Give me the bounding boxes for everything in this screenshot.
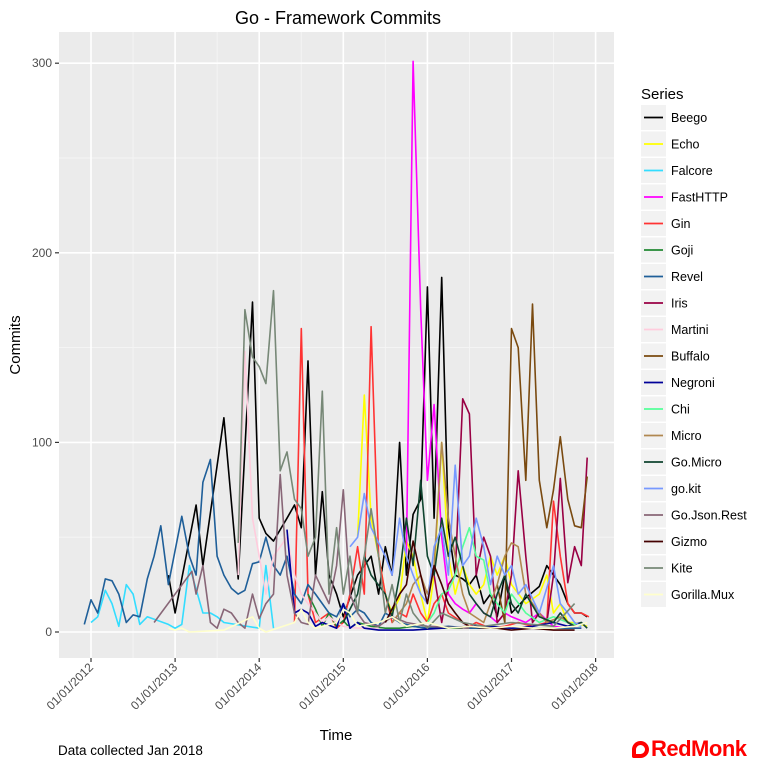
data-caption: Data collected Jan 2018 (58, 743, 203, 758)
legend-item: Buffalo (641, 343, 710, 369)
legend-label: Go.Micro (671, 456, 722, 470)
legend-label: Echo (671, 138, 700, 152)
legend-item: Chi (641, 396, 690, 422)
legend-item: Gin (641, 211, 691, 236)
legend-label: Gin (671, 217, 691, 231)
legend-label: Micro (671, 429, 702, 443)
legend-label: Negroni (671, 376, 715, 390)
legend-item: go.kit (641, 476, 701, 501)
chart-title: Go - Framework Commits (235, 8, 441, 28)
legend-label: Chi (671, 403, 690, 417)
series-line-martini (237, 350, 379, 630)
legend-item: Iris (641, 290, 688, 316)
series-line-falcore (90, 564, 275, 630)
x-tick-label: 01/01/2016 (380, 660, 433, 713)
y-tick-label: 300 (32, 56, 52, 70)
x-tick-label: 01/01/2012 (44, 660, 97, 713)
series-line-revel (83, 458, 582, 630)
legend-item: Goji (641, 237, 693, 263)
x-axis: 01/01/2012 01/01/2013 01/01/2014 01/01/2015… (44, 658, 601, 713)
legend-item: Go.Json.Rest (641, 502, 747, 528)
legend-label: Gorilla.Mux (671, 588, 735, 602)
series-line-iris (433, 397, 588, 624)
x-tick-label: 01/01/2018 (548, 660, 601, 713)
redmonk-logo-icon (632, 740, 649, 758)
legend-item: Beego (641, 105, 707, 130)
legend-label: Goji (671, 244, 693, 258)
series-line-go-kit (349, 464, 582, 627)
series-line-chi (426, 526, 582, 628)
y-tick-label: 0 (45, 625, 52, 639)
series-line-gorilla-mux (168, 608, 588, 633)
redmonk-logo-text: RedMonk (651, 736, 747, 761)
series-line-gizmo (384, 540, 575, 631)
legend-label: Falcore (671, 164, 713, 178)
redmonk-logo: RedMonk (632, 736, 747, 762)
x-tick-label: 01/01/2017 (464, 660, 517, 713)
series-line-beego (167, 276, 588, 618)
legend-label: Kite (671, 562, 693, 576)
x-tick-label: 01/01/2015 (296, 660, 349, 713)
plot-panel (59, 32, 614, 658)
legend-title: Series (641, 86, 684, 103)
y-axis: 0 100 200 300 (32, 56, 59, 639)
legend-label: FastHTTP (671, 191, 728, 205)
grid-lines (59, 32, 614, 658)
legend-item: Martini (641, 317, 709, 342)
x-tick-label: 01/01/2013 (128, 660, 181, 713)
legend-label: Revel (671, 270, 703, 284)
legend-label: Gizmo (671, 535, 707, 549)
legend-label: go.kit (671, 482, 701, 496)
legend-item: FastHTTP (641, 184, 728, 210)
legend: Series Beego Echo Falcore FastHTTP Gin Goji Re… (641, 86, 747, 607)
legend-item: Kite (641, 555, 693, 581)
legend-item: Gizmo (641, 529, 707, 554)
legend-item: Echo (641, 131, 700, 157)
legend-label: Go.Json.Rest (671, 509, 747, 523)
legend-label: Beego (671, 111, 707, 125)
legend-item: Micro (641, 423, 702, 448)
x-tick-label: 01/01/2014 (212, 660, 265, 713)
legend-item: Falcore (641, 158, 713, 183)
legend-item: Gorilla.Mux (641, 582, 735, 607)
legend-label: Buffalo (671, 350, 710, 364)
legend-item: Go.Micro (641, 449, 722, 475)
series-line-buffalo (496, 303, 588, 624)
series-line-kite (237, 289, 576, 630)
x-axis-title: Time (320, 727, 353, 744)
series-lines (83, 60, 590, 633)
series-line-go-json-rest (153, 473, 470, 630)
legend-item: Revel (641, 264, 703, 289)
y-axis-title: Commits (7, 315, 24, 374)
series-line-gin (293, 325, 590, 630)
series-line-go-micro (342, 479, 588, 629)
y-tick-label: 200 (32, 246, 52, 260)
legend-label: Iris (671, 297, 688, 311)
y-tick-label: 100 (32, 435, 52, 449)
legend-item: Negroni (641, 370, 715, 395)
legend-label: Martini (671, 323, 709, 337)
